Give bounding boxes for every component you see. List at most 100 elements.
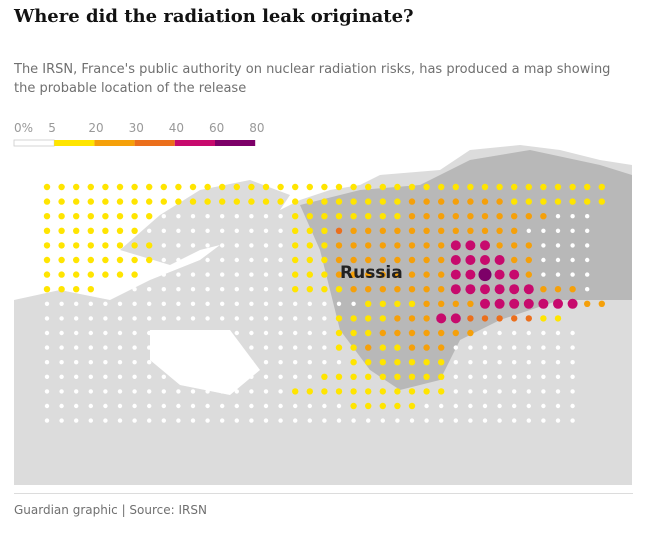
dot bbox=[87, 256, 95, 264]
dot bbox=[73, 242, 80, 249]
legend-swatch bbox=[134, 140, 175, 146]
dot bbox=[497, 418, 502, 423]
dot bbox=[598, 198, 605, 205]
dot bbox=[585, 214, 590, 219]
dot bbox=[248, 183, 255, 191]
dot bbox=[554, 315, 562, 322]
dot bbox=[234, 257, 239, 263]
dot bbox=[322, 403, 327, 409]
dot bbox=[175, 183, 182, 191]
dot bbox=[189, 198, 197, 205]
dot bbox=[350, 213, 357, 220]
dot bbox=[350, 242, 357, 249]
dot bbox=[278, 243, 283, 248]
dot bbox=[570, 389, 575, 394]
dot bbox=[335, 183, 343, 191]
dot bbox=[190, 287, 196, 292]
dot bbox=[205, 228, 210, 233]
dot bbox=[438, 213, 445, 220]
dot bbox=[482, 345, 488, 350]
dot bbox=[379, 315, 386, 322]
dot bbox=[394, 344, 401, 351]
dot bbox=[394, 373, 401, 380]
dot bbox=[379, 183, 386, 191]
dot bbox=[176, 301, 181, 306]
dot bbox=[336, 301, 342, 306]
dot bbox=[322, 301, 327, 306]
dot bbox=[59, 301, 64, 306]
dot bbox=[117, 330, 123, 336]
dot bbox=[73, 271, 80, 278]
dot bbox=[205, 301, 210, 306]
dot bbox=[58, 227, 65, 234]
dot bbox=[161, 374, 166, 379]
dot bbox=[335, 373, 343, 380]
dot bbox=[219, 183, 226, 191]
dot bbox=[438, 329, 445, 337]
dot bbox=[161, 360, 166, 365]
dot bbox=[59, 330, 64, 336]
dot bbox=[44, 345, 50, 350]
dot bbox=[161, 287, 166, 292]
dot bbox=[220, 243, 225, 248]
dot bbox=[161, 403, 166, 409]
dot bbox=[351, 418, 356, 423]
dot bbox=[74, 316, 79, 321]
dot bbox=[131, 242, 138, 249]
dot bbox=[147, 287, 152, 292]
dot bbox=[234, 360, 239, 365]
dot bbox=[496, 242, 503, 249]
dot bbox=[161, 257, 166, 263]
dot bbox=[379, 227, 386, 234]
dot bbox=[249, 345, 254, 350]
dot bbox=[452, 198, 459, 205]
dot bbox=[409, 418, 415, 423]
dot bbox=[88, 418, 94, 423]
dot bbox=[234, 345, 239, 350]
dot bbox=[598, 300, 605, 307]
dot bbox=[335, 286, 343, 293]
dot bbox=[292, 286, 299, 293]
dot bbox=[394, 198, 401, 205]
dot bbox=[59, 389, 64, 394]
dot bbox=[438, 198, 445, 205]
dot bbox=[249, 287, 254, 292]
dot bbox=[408, 183, 416, 191]
dot bbox=[278, 389, 283, 394]
dot bbox=[395, 418, 400, 423]
dot bbox=[394, 286, 401, 293]
dot bbox=[350, 329, 357, 337]
legend-tick-label: 5 bbox=[48, 121, 56, 135]
dot bbox=[205, 330, 210, 336]
dot bbox=[205, 316, 210, 321]
dot bbox=[525, 256, 532, 264]
dot bbox=[511, 242, 518, 249]
dot bbox=[176, 360, 181, 365]
dot bbox=[263, 316, 269, 321]
dot bbox=[190, 301, 196, 306]
dot bbox=[467, 227, 474, 234]
dot bbox=[249, 360, 254, 365]
dot bbox=[249, 403, 254, 409]
dot bbox=[453, 345, 458, 350]
dot bbox=[541, 403, 546, 409]
dot bbox=[249, 374, 254, 379]
dot bbox=[526, 403, 531, 409]
dot bbox=[423, 388, 430, 395]
dot bbox=[450, 313, 461, 324]
dot bbox=[278, 214, 283, 219]
dot bbox=[263, 301, 269, 306]
dot bbox=[394, 388, 401, 395]
legend-swatch bbox=[174, 140, 215, 146]
dot bbox=[263, 403, 269, 409]
dot bbox=[292, 198, 299, 205]
dot bbox=[131, 183, 138, 191]
dot bbox=[292, 271, 299, 278]
dot bbox=[87, 242, 95, 249]
dot bbox=[379, 300, 386, 307]
dot bbox=[541, 257, 546, 263]
dot bbox=[555, 330, 561, 336]
dot bbox=[423, 286, 430, 293]
dot bbox=[541, 360, 546, 365]
dot bbox=[278, 257, 283, 263]
